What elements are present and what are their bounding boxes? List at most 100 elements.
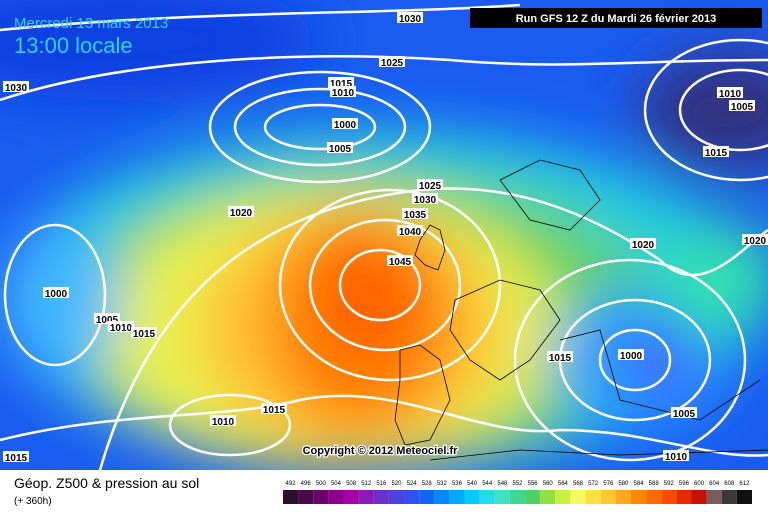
- colorbar-cell: [555, 490, 571, 504]
- isobar-label: 1025: [419, 181, 442, 192]
- colorbar-cell: [283, 490, 299, 504]
- colorbar-cell: [509, 490, 526, 504]
- isobar-label-bg: [94, 313, 120, 324]
- isobar-label-bg: [703, 146, 729, 157]
- colorbar-label: 540: [467, 481, 478, 487]
- isobar-label-bg: [618, 349, 644, 360]
- legend-lead: (+ 360h): [14, 496, 52, 507]
- colorbar-label: 584: [634, 481, 645, 487]
- colorbar-cell: [404, 490, 420, 504]
- colorbar-label: 556: [528, 481, 539, 487]
- run-box: [470, 8, 762, 28]
- isobar-label-bg: [547, 351, 573, 362]
- colorbar-cell: [343, 490, 359, 504]
- isobar-label-bg: [402, 208, 428, 219]
- colorbar-label: 572: [588, 481, 599, 487]
- colorbar-label: 600: [694, 481, 705, 487]
- colorbar-label: 568: [573, 481, 584, 487]
- isobar-label-bg: [630, 238, 656, 249]
- colorbar-cell: [691, 490, 707, 504]
- colorbar-cell: [494, 490, 510, 504]
- isobar-labels: 1030103010251015101010001005102510301035…: [3, 12, 768, 464]
- isobar-label: 1045: [389, 257, 412, 268]
- isobar-label: 1020: [632, 240, 655, 251]
- isobar-label: 1020: [744, 236, 767, 247]
- date: Mercredi 13 mars 2013: [14, 15, 168, 32]
- colorbar-cell: [388, 490, 405, 504]
- isobar-label-bg: [3, 81, 29, 92]
- colorbar-cell: [449, 490, 465, 504]
- run-info: Run GFS 12 Z du Mardi 26 février 2013: [516, 13, 717, 25]
- colorbar-cell: [313, 490, 329, 504]
- isobar-label-bg: [387, 255, 413, 266]
- isobar-label: 1035: [404, 210, 427, 221]
- colorbar-cell: [540, 490, 556, 504]
- copyright: Copyright © 2012 Meteociel.fr: [303, 445, 459, 457]
- isobars: [0, 3, 768, 471]
- colorbar-label: 604: [709, 481, 720, 487]
- isobar-label: 1000: [620, 351, 643, 362]
- isobar-label: 1030: [399, 14, 422, 25]
- colorbar-label: 524: [407, 481, 418, 487]
- isobar-label-bg: [3, 451, 29, 462]
- colorbar-label: 576: [603, 481, 614, 487]
- colorbar-cell: [676, 490, 692, 504]
- colorbar-cell: [298, 490, 314, 504]
- isobar-label: 1015: [5, 453, 28, 464]
- isobar-label-bg: [228, 206, 254, 217]
- isobar-label-bg: [412, 193, 438, 204]
- isobar-label: 1010: [665, 452, 688, 463]
- isobar-label: 1015: [330, 79, 353, 90]
- isobar-label: 1040: [399, 227, 422, 238]
- isobar-label-bg: [330, 86, 356, 97]
- isobar-label-bg: [742, 234, 768, 245]
- isobar-label-bg: [417, 179, 443, 190]
- colorbar-label: 520: [391, 481, 402, 487]
- colorbar-cell: [479, 490, 495, 504]
- colorbar-cell: [358, 490, 374, 504]
- isobar-label: 1000: [45, 289, 68, 300]
- colorbar-label: 544: [482, 481, 493, 487]
- colorbar-cell: [600, 490, 616, 504]
- colorbar-label: 588: [649, 481, 660, 487]
- isobar-label-bg: [397, 225, 423, 236]
- isobar-label: 1010: [110, 323, 133, 334]
- colorbar-label: 512: [361, 481, 372, 487]
- isobar-label-bg: [332, 118, 358, 129]
- colorbar-label: 500: [316, 481, 327, 487]
- time: 13:00 locale: [14, 33, 133, 58]
- isobar-label-bg: [397, 12, 423, 23]
- colorbar-label: 564: [558, 481, 569, 487]
- colorbar-cell: [736, 490, 752, 504]
- isobar-label: 1015: [133, 329, 156, 340]
- colorbar-cell: [721, 490, 737, 504]
- colorbar-label: 528: [422, 481, 433, 487]
- isobar-label: 1015: [263, 405, 286, 416]
- colorbar-label: 536: [452, 481, 463, 487]
- colorbar-label: 592: [664, 481, 675, 487]
- colorbar-cell: [615, 490, 631, 504]
- isobar-label: 1010: [719, 89, 742, 100]
- colorbar-cell: [646, 490, 662, 504]
- colorbar-label: 552: [512, 481, 523, 487]
- isobar-label-bg: [663, 450, 689, 461]
- isobar-label-bg: [379, 56, 405, 67]
- isobar-label-bg: [131, 327, 157, 338]
- colorbar-label: 492: [286, 481, 297, 487]
- colorbar-label: 608: [724, 481, 735, 487]
- isobar-label-bg: [717, 87, 743, 98]
- colorbar-cell: [570, 490, 586, 504]
- colorbar-label: 548: [497, 481, 508, 487]
- colorbar-cell: [585, 490, 601, 504]
- colorbar-label: 612: [739, 481, 750, 487]
- colorbar-cell: [661, 490, 677, 504]
- isobar-label: 1000: [334, 120, 357, 131]
- isobar-label: 1005: [673, 409, 696, 420]
- isobar-label: 1025: [381, 58, 404, 69]
- colorbar-label: 504: [331, 481, 342, 487]
- isobar-label-bg: [261, 403, 287, 414]
- legend-title: Géop. Z500 & pression au sol: [14, 475, 199, 491]
- isobar-label: 1015: [549, 353, 572, 364]
- colorbar-cell: [434, 490, 450, 504]
